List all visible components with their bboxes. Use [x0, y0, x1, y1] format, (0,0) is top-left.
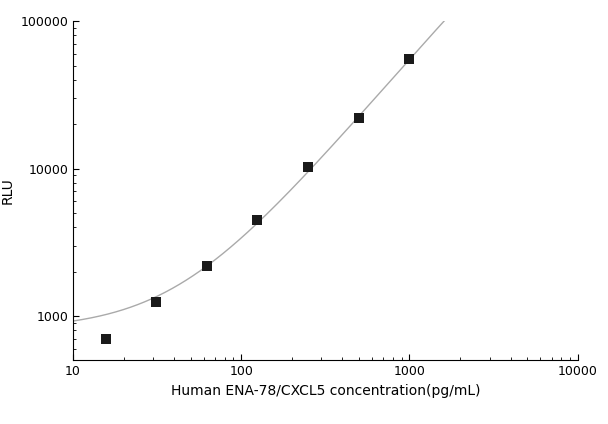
Point: [404, 56, 414, 63]
Point: [101, 335, 111, 342]
Point: [151, 298, 161, 305]
Point: [202, 262, 212, 269]
X-axis label: Human ENA-78/CXCL5 concentration(pg/mL): Human ENA-78/CXCL5 concentration(pg/mL): [170, 384, 480, 398]
Y-axis label: RLU: RLU: [1, 177, 15, 204]
Point: [252, 216, 262, 223]
Point: [303, 164, 313, 171]
Point: [354, 115, 364, 122]
